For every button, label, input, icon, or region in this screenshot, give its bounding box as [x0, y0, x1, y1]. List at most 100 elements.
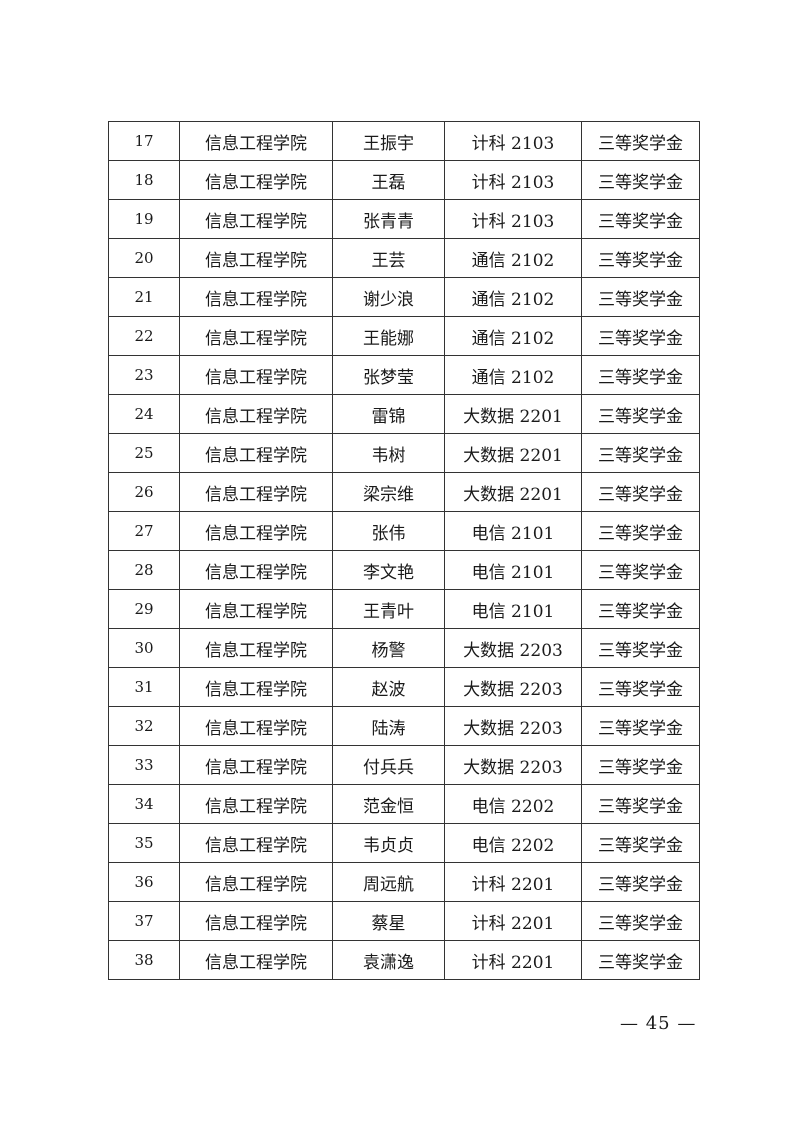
college-cell: 信息工程学院: [179, 589, 333, 629]
row-number-cell: 30: [108, 628, 180, 668]
college-cell: 信息工程学院: [179, 472, 333, 512]
class-cell: 电信 2101: [444, 589, 582, 629]
college-cell: 信息工程学院: [179, 667, 333, 707]
award-cell: 三等奖学金: [581, 394, 700, 434]
student-name-cell: 韦树: [332, 433, 445, 473]
table-row: 29 信息工程学院 王青叶 电信 2101 三等奖学金: [108, 589, 700, 629]
college-cell: 信息工程学院: [179, 745, 333, 785]
row-number-cell: 20: [108, 238, 180, 278]
student-name-cell: 王能娜: [332, 316, 445, 356]
table-row: 34 信息工程学院 范金恒 电信 2202 三等奖学金: [108, 784, 700, 824]
student-name-cell: 范金恒: [332, 784, 445, 824]
college-cell: 信息工程学院: [179, 628, 333, 668]
class-cell: 大数据 2203: [444, 745, 582, 785]
row-number-cell: 26: [108, 472, 180, 512]
class-cell: 大数据 2203: [444, 706, 582, 746]
class-cell: 大数据 2203: [444, 667, 582, 707]
class-cell: 通信 2102: [444, 316, 582, 356]
class-cell: 通信 2102: [444, 355, 582, 395]
table-row: 27 信息工程学院 张伟 电信 2101 三等奖学金: [108, 511, 700, 551]
table-row: 33 信息工程学院 付兵兵 大数据 2203 三等奖学金: [108, 745, 700, 785]
student-name-cell: 付兵兵: [332, 745, 445, 785]
row-number-cell: 24: [108, 394, 180, 434]
student-name-cell: 蔡星: [332, 901, 445, 941]
award-cell: 三等奖学金: [581, 199, 700, 239]
college-cell: 信息工程学院: [179, 784, 333, 824]
row-number-cell: 19: [108, 199, 180, 239]
award-cell: 三等奖学金: [581, 121, 700, 161]
student-name-cell: 陆涛: [332, 706, 445, 746]
class-cell: 计科 2103: [444, 160, 582, 200]
award-cell: 三等奖学金: [581, 160, 700, 200]
table-row: 32 信息工程学院 陆涛 大数据 2203 三等奖学金: [108, 706, 700, 746]
class-cell: 大数据 2203: [444, 628, 582, 668]
college-cell: 信息工程学院: [179, 706, 333, 746]
student-name-cell: 梁宗维: [332, 472, 445, 512]
table-body: 17 信息工程学院 王振宇 计科 2103 三等奖学金 18 信息工程学院 王磊 计科 2103…: [108, 121, 700, 980]
student-name-cell: 杨警: [332, 628, 445, 668]
table-row: 31 信息工程学院 赵波 大数据 2203 三等奖学金: [108, 667, 700, 707]
college-cell: 信息工程学院: [179, 238, 333, 278]
table-row: 36 信息工程学院 周远航 计科 2201 三等奖学金: [108, 862, 700, 902]
student-name-cell: 张伟: [332, 511, 445, 551]
row-number-cell: 29: [108, 589, 180, 629]
table-row: 24 信息工程学院 雷锦 大数据 2201 三等奖学金: [108, 394, 700, 434]
class-cell: 大数据 2201: [444, 472, 582, 512]
row-number-cell: 28: [108, 550, 180, 590]
row-number-cell: 38: [108, 940, 180, 980]
table-row: 21 信息工程学院 谢少浪 通信 2102 三等奖学金: [108, 277, 700, 317]
student-name-cell: 韦贞贞: [332, 823, 445, 863]
class-cell: 电信 2202: [444, 784, 582, 824]
student-name-cell: 周远航: [332, 862, 445, 902]
class-cell: 计科 2201: [444, 862, 582, 902]
row-number-cell: 23: [108, 355, 180, 395]
award-cell: 三等奖学金: [581, 511, 700, 551]
college-cell: 信息工程学院: [179, 940, 333, 980]
table-row: 38 信息工程学院 袁潇逸 计科 2201 三等奖学金: [108, 940, 700, 980]
college-cell: 信息工程学院: [179, 199, 333, 239]
student-name-cell: 王青叶: [332, 589, 445, 629]
award-cell: 三等奖学金: [581, 472, 700, 512]
row-number-cell: 21: [108, 277, 180, 317]
table-row: 25 信息工程学院 韦树 大数据 2201 三等奖学金: [108, 433, 700, 473]
student-name-cell: 张梦莹: [332, 355, 445, 395]
college-cell: 信息工程学院: [179, 277, 333, 317]
award-cell: 三等奖学金: [581, 628, 700, 668]
row-number-cell: 22: [108, 316, 180, 356]
table-row: 19 信息工程学院 张青青 计科 2103 三等奖学金: [108, 199, 700, 239]
row-number-cell: 17: [108, 121, 180, 161]
scholarship-table: 17 信息工程学院 王振宇 计科 2103 三等奖学金 18 信息工程学院 王磊 计科 2103…: [108, 121, 700, 980]
class-cell: 通信 2102: [444, 238, 582, 278]
college-cell: 信息工程学院: [179, 394, 333, 434]
student-name-cell: 赵波: [332, 667, 445, 707]
table-row: 26 信息工程学院 梁宗维 大数据 2201 三等奖学金: [108, 472, 700, 512]
student-name-cell: 雷锦: [332, 394, 445, 434]
award-cell: 三等奖学金: [581, 823, 700, 863]
award-cell: 三等奖学金: [581, 862, 700, 902]
table-row: 30 信息工程学院 杨警 大数据 2203 三等奖学金: [108, 628, 700, 668]
row-number-cell: 18: [108, 160, 180, 200]
class-cell: 电信 2202: [444, 823, 582, 863]
award-cell: 三等奖学金: [581, 277, 700, 317]
row-number-cell: 35: [108, 823, 180, 863]
college-cell: 信息工程学院: [179, 355, 333, 395]
class-cell: 计科 2201: [444, 901, 582, 941]
student-name-cell: 谢少浪: [332, 277, 445, 317]
college-cell: 信息工程学院: [179, 550, 333, 590]
row-number-cell: 33: [108, 745, 180, 785]
table-row: 23 信息工程学院 张梦莹 通信 2102 三等奖学金: [108, 355, 700, 395]
student-name-cell: 张青青: [332, 199, 445, 239]
table-row: 20 信息工程学院 王芸 通信 2102 三等奖学金: [108, 238, 700, 278]
award-cell: 三等奖学金: [581, 355, 700, 395]
class-cell: 电信 2101: [444, 511, 582, 551]
class-cell: 计科 2103: [444, 199, 582, 239]
award-cell: 三等奖学金: [581, 550, 700, 590]
class-cell: 大数据 2201: [444, 433, 582, 473]
row-number-cell: 37: [108, 901, 180, 941]
award-cell: 三等奖学金: [581, 667, 700, 707]
student-name-cell: 李文艳: [332, 550, 445, 590]
class-cell: 电信 2101: [444, 550, 582, 590]
college-cell: 信息工程学院: [179, 823, 333, 863]
college-cell: 信息工程学院: [179, 433, 333, 473]
class-cell: 大数据 2201: [444, 394, 582, 434]
